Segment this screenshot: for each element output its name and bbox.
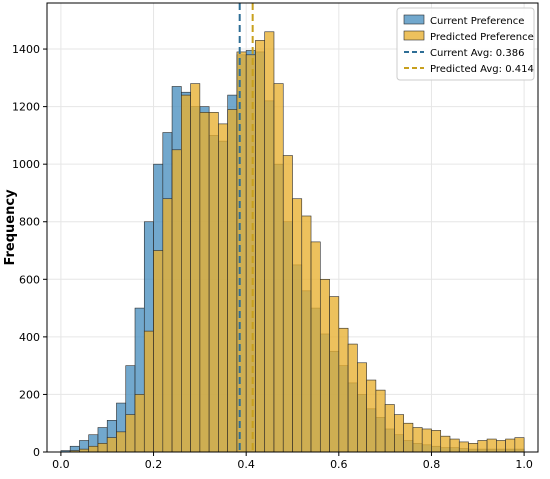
y-tick-label: 800	[19, 216, 40, 229]
x-tick-label: 0.8	[423, 458, 441, 471]
histogram-bar	[153, 250, 164, 453]
y-tick-label: 600	[19, 273, 40, 286]
histogram-bar	[338, 327, 349, 453]
histogram-bar	[162, 198, 173, 453]
y-tick-label: 1400	[12, 43, 40, 56]
histogram-bar	[486, 438, 497, 453]
histogram-bar	[394, 414, 404, 453]
legend-label: Predicted Preference	[430, 32, 534, 43]
reference-lines-layer	[238, 3, 254, 452]
histogram-bar	[458, 441, 469, 453]
histogram-bar	[218, 123, 228, 453]
legend-box	[396, 7, 535, 81]
histogram-bar	[273, 83, 284, 453]
x-tick-label: 0.0	[52, 458, 70, 471]
y-tick-label: 0	[33, 446, 40, 459]
ticks-layer: 0.0 0.2 0.4 0.6 0.8 1.0 0 200 400 600 800 1000 1200 1…	[12, 43, 533, 471]
histogram-bar	[449, 438, 460, 453]
histogram-bar	[88, 445, 99, 453]
legend-label: Predicted Avg: 0.414	[430, 64, 534, 75]
histogram-bar	[310, 241, 321, 453]
histogram-bar	[282, 155, 293, 453]
series-predicted	[69, 31, 525, 453]
histogram-bar	[236, 51, 247, 453]
histogram-bar	[477, 440, 488, 453]
histogram-bar	[245, 54, 256, 453]
histogram-bar	[421, 428, 432, 453]
histogram-bar	[143, 330, 154, 453]
histogram-bar	[431, 430, 442, 453]
histogram-bar	[440, 435, 451, 453]
histogram-bar	[496, 440, 506, 453]
histogram-bar	[505, 438, 516, 453]
histogram-bar	[292, 198, 303, 453]
histogram-bar	[255, 40, 266, 453]
histogram-bar	[97, 443, 108, 453]
histogram-bar	[125, 414, 136, 453]
legend-patch	[403, 30, 425, 41]
histogram-bar	[134, 394, 145, 453]
x-tick-label: 0.6	[330, 458, 348, 471]
histogram-bar	[357, 362, 367, 453]
histogram-bar	[375, 389, 386, 453]
histogram-bar	[190, 83, 201, 453]
histogram-bar	[412, 427, 423, 453]
histogram-bar	[171, 149, 182, 453]
y-tick-label: 200	[19, 388, 40, 401]
plot-frame	[46, 2, 539, 453]
histogram-bar	[319, 279, 330, 453]
legend-label: Current Preference	[430, 16, 524, 27]
legend-patch	[403, 14, 425, 25]
histogram-bar	[301, 215, 312, 453]
histogram-bar	[366, 379, 377, 453]
histogram-bar	[227, 109, 238, 453]
x-tick-label: 0.4	[237, 458, 255, 471]
histogram-bar	[106, 437, 117, 453]
y-tick-label: 1000	[12, 158, 40, 171]
histogram-bar	[468, 443, 479, 453]
legend: Current Preference Predicted Preference Cu…	[396, 7, 535, 81]
histogram-bar	[384, 404, 395, 453]
histogram-bar	[264, 31, 275, 453]
legend-label: Current Avg: 0.386	[430, 48, 524, 59]
histogram-bar	[347, 343, 358, 453]
histogram-bar	[208, 112, 219, 453]
histogram-bar	[514, 437, 525, 453]
bars-layer	[60, 31, 525, 453]
y-axis-title: Frequency	[3, 189, 18, 266]
y-tick-label: 400	[19, 331, 40, 344]
x-tick-label: 0.2	[145, 458, 163, 471]
histogram-bar	[116, 431, 127, 453]
histogram-bar	[403, 422, 414, 453]
histogram-bar	[181, 94, 191, 453]
histogram-bar	[199, 112, 210, 453]
y-tick-label: 1200	[12, 101, 40, 114]
x-tick-label: 1.0	[515, 458, 533, 471]
histogram-bar	[329, 296, 340, 453]
